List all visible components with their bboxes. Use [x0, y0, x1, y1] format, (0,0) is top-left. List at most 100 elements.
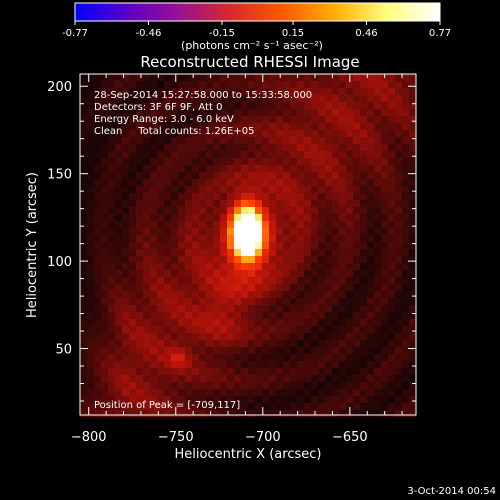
heatmap-pixel [255, 144, 262, 151]
heatmap-pixel [213, 130, 220, 137]
heatmap-pixel [164, 375, 171, 382]
heatmap-pixel [381, 165, 388, 172]
heatmap-pixel [290, 263, 297, 270]
heatmap-pixel [290, 193, 297, 200]
heatmap-pixel [199, 193, 206, 200]
heatmap-pixel [143, 109, 150, 116]
heatmap-pixel [269, 186, 276, 193]
heatmap-pixel [157, 368, 164, 375]
heatmap-pixel [353, 137, 360, 144]
heatmap-pixel [227, 165, 234, 172]
heatmap-pixel [178, 179, 185, 186]
heatmap-pixel [353, 165, 360, 172]
heatmap-pixel [290, 200, 297, 207]
heatmap-pixel [262, 144, 269, 151]
heatmap-pixel [129, 284, 136, 291]
heatmap-pixel [199, 228, 206, 235]
heatmap-pixel [143, 165, 150, 172]
heatmap-pixel [311, 368, 318, 375]
heatmap-pixel [332, 298, 339, 305]
heatmap-pixel [234, 410, 241, 417]
heatmap-pixel [360, 291, 367, 298]
heatmap-pixel [150, 137, 157, 144]
heatmap-pixel [199, 333, 206, 340]
heatmap-pixel [318, 361, 325, 368]
heatmap-pixel [94, 123, 101, 130]
heatmap-pixel [290, 186, 297, 193]
heatmap-pixel [297, 361, 304, 368]
heatmap-pixel [185, 172, 192, 179]
heatmap-pixel [143, 347, 150, 354]
heatmap-pixel [108, 361, 115, 368]
heatmap-pixel [290, 242, 297, 249]
heatmap-pixel [318, 382, 325, 389]
heatmap-pixel [206, 410, 213, 417]
heatmap-pixel [129, 144, 136, 151]
heatmap-pixel [297, 284, 304, 291]
heatmap-pixel [339, 389, 346, 396]
heatmap-pixel [346, 81, 353, 88]
heatmap-pixel [171, 256, 178, 263]
heatmap-pixel [262, 389, 269, 396]
heatmap-pixel [395, 319, 402, 326]
heatmap-pixel [199, 214, 206, 221]
heatmap-pixel [87, 200, 94, 207]
heatmap-pixel [234, 347, 241, 354]
heatmap-pixel [332, 95, 339, 102]
heatmap-pixel [101, 277, 108, 284]
heatmap-pixel [143, 326, 150, 333]
heatmap-pixel [374, 319, 381, 326]
heatmap-pixel [164, 123, 171, 130]
heatmap-pixel [360, 165, 367, 172]
heatmap-pixel [311, 305, 318, 312]
heatmap-pixel [262, 116, 269, 123]
heatmap-pixel [213, 340, 220, 347]
heatmap-pixel [248, 214, 255, 221]
heatmap-pixel [87, 340, 94, 347]
heatmap-pixel [199, 277, 206, 284]
heatmap-pixel [255, 74, 262, 81]
heatmap-pixel [325, 102, 332, 109]
heatmap-pixel [346, 144, 353, 151]
heatmap-pixel [178, 319, 185, 326]
heatmap-pixel [199, 172, 206, 179]
heatmap-pixel [255, 165, 262, 172]
x-tick-label: −800 [71, 430, 107, 445]
heatmap-pixel [388, 249, 395, 256]
heatmap-pixel [227, 137, 234, 144]
heatmap-pixel [94, 235, 101, 242]
heatmap-pixel [101, 214, 108, 221]
heatmap-pixel [192, 207, 199, 214]
heatmap-pixel [101, 319, 108, 326]
heatmap-pixel [367, 263, 374, 270]
heatmap-pixel [213, 375, 220, 382]
heatmap-pixel [185, 291, 192, 298]
heatmap-pixel [304, 165, 311, 172]
heatmap-pixel [87, 333, 94, 340]
heatmap-pixel [87, 221, 94, 228]
heatmap-pixel [157, 270, 164, 277]
heatmap-pixel [255, 179, 262, 186]
heatmap-pixel [318, 263, 325, 270]
heatmap-pixel [80, 277, 87, 284]
heatmap-pixel [101, 382, 108, 389]
heatmap-pixel [241, 333, 248, 340]
heatmap-pixel [227, 235, 234, 242]
heatmap-pixel [87, 410, 94, 417]
heatmap-pixel [276, 410, 283, 417]
heatmap-pixel [164, 340, 171, 347]
heatmap-pixel [150, 207, 157, 214]
heatmap-pixel [262, 256, 269, 263]
heatmap-pixel [311, 382, 318, 389]
heatmap-pixel [87, 263, 94, 270]
heatmap-pixel [255, 256, 262, 263]
heatmap-pixel [353, 270, 360, 277]
heatmap-pixel [311, 193, 318, 200]
heatmap-pixel [206, 179, 213, 186]
heatmap-pixel [297, 116, 304, 123]
heatmap-pixel [178, 312, 185, 319]
heatmap-pixel [178, 291, 185, 298]
heatmap-pixel [318, 88, 325, 95]
heatmap-pixel [290, 347, 297, 354]
heatmap-pixel [318, 74, 325, 81]
